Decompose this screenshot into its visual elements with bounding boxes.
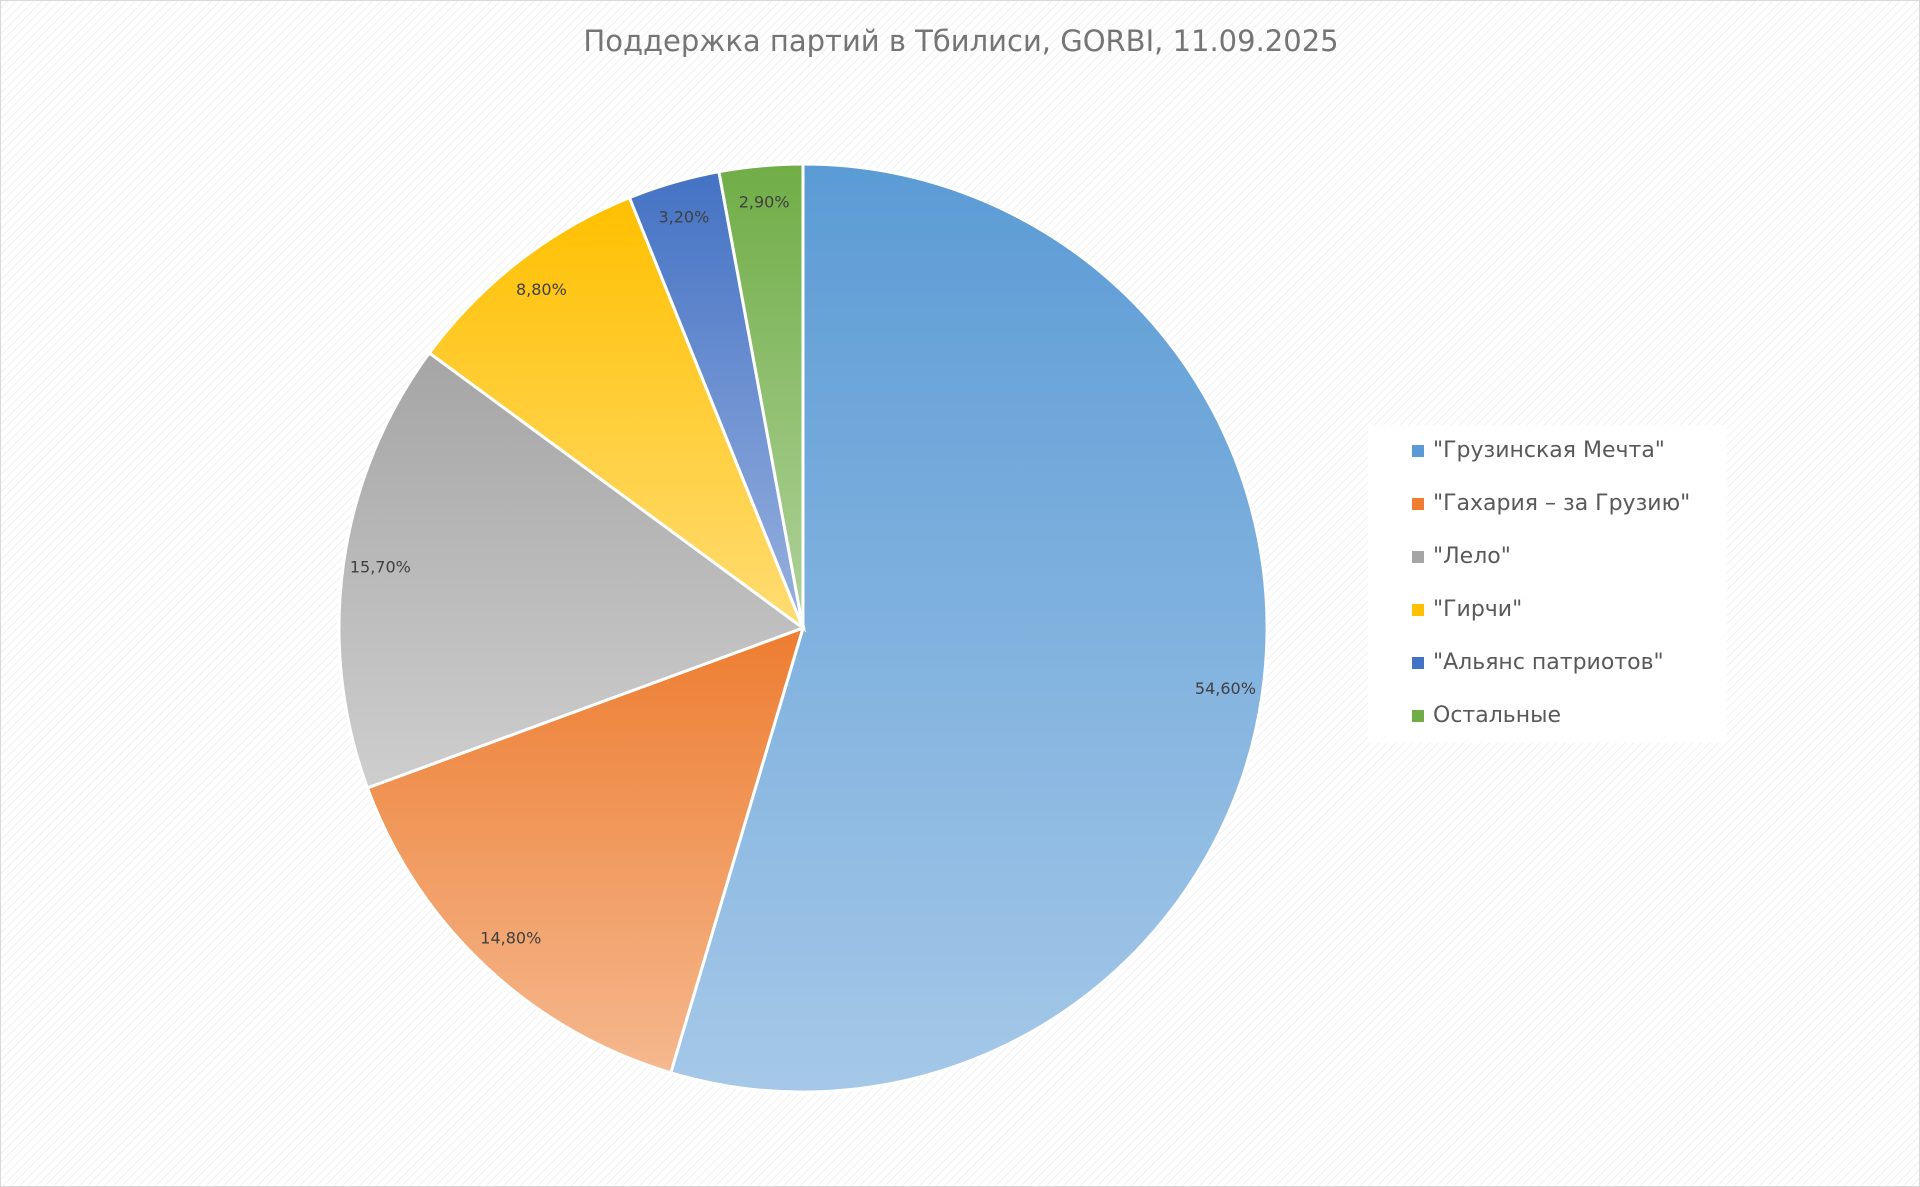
legend-label: "Гирчи"	[1433, 597, 1522, 622]
legend-marker	[1412, 498, 1424, 510]
pie-slice	[365, 625, 806, 1075]
data-label: 2,90%	[739, 192, 790, 211]
legend-label: Остальные	[1433, 703, 1561, 728]
data-label: 3,20%	[658, 208, 709, 227]
pie-slice	[717, 162, 805, 629]
legend-marker	[1412, 445, 1424, 457]
legend-marker	[1412, 551, 1424, 563]
legend-label: "Гахария – за Грузию"	[1433, 491, 1690, 516]
legend-marker	[1412, 657, 1424, 669]
data-label: 8,80%	[516, 280, 567, 299]
legend-label: "Лело"	[1433, 544, 1511, 569]
data-label: 15,70%	[350, 557, 411, 576]
legend-label: "Альянс патриотов"	[1433, 650, 1664, 675]
legend-label: "Грузинская Мечта"	[1433, 438, 1665, 463]
pie-slice	[427, 195, 807, 633]
legend-marker	[1412, 710, 1424, 722]
legend-marker	[1412, 604, 1424, 616]
legend-box	[1368, 425, 1727, 743]
data-label: 14,80%	[480, 929, 541, 948]
pie-slice	[337, 350, 807, 790]
data-label: 54,60%	[1195, 679, 1256, 698]
pie-slice	[668, 162, 1269, 1094]
chart-title: Поддержка партий в Тбилиси, GORBI, 11.09…	[583, 24, 1338, 58]
